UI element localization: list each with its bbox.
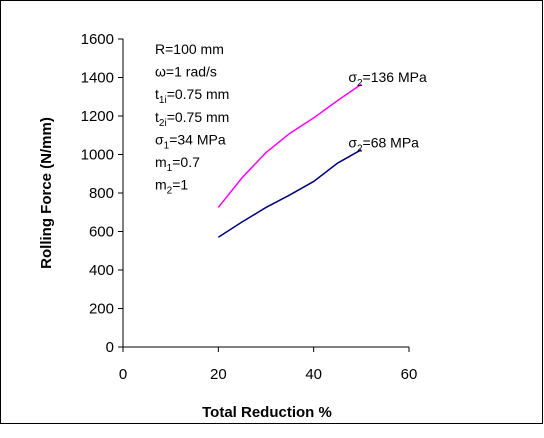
series-labels: σ2=136 MPa σ2=68 MPa bbox=[348, 69, 427, 154]
y-tick-label: 800 bbox=[89, 185, 114, 202]
series-line-1 bbox=[217, 83, 362, 208]
parameter-annotations: R=100 mm ω=1 rad/s t1i=0.75 mm t2i=0.75 mmσ… bbox=[155, 41, 229, 197]
y-tick-label: 1600 bbox=[81, 31, 114, 48]
x-tick-label: 20 bbox=[210, 366, 227, 383]
parameter-line: m2=1 bbox=[155, 177, 188, 197]
parameter-line: t2i=0.75 mm bbox=[155, 109, 229, 129]
series-label-1: σ2=136 MPa bbox=[348, 69, 427, 89]
parameter-line: ω=1 rad/s bbox=[155, 64, 217, 80]
chart-frame: 0 200 400 600 800 1000 1200 1400 1600 0 20 40 60 σ2… bbox=[0, 0, 543, 424]
x-tick-label: 40 bbox=[305, 366, 322, 383]
y-ticks: 0 200 400 600 800 1000 1200 1400 1600 bbox=[81, 31, 123, 356]
series-label-2: σ2=68 MPa bbox=[348, 135, 419, 155]
x-tick-label: 0 bbox=[119, 366, 127, 383]
parameter-line: m1=0.7 bbox=[155, 154, 200, 174]
y-tick-label: 400 bbox=[89, 262, 114, 279]
x-tick-label: 60 bbox=[401, 366, 418, 383]
parameter-line: σ1=34 MPa bbox=[155, 131, 226, 151]
x-axis-title: Total Reduction % bbox=[202, 404, 332, 421]
y-tick-label: 1400 bbox=[81, 70, 114, 87]
y-tick-label: 1000 bbox=[81, 147, 114, 164]
y-axis-title: Rolling Force (N/mm) bbox=[38, 117, 55, 269]
y-tick-label: 200 bbox=[89, 301, 114, 318]
y-tick-label: 0 bbox=[106, 339, 114, 356]
y-tick-label: 600 bbox=[89, 224, 114, 241]
parameter-line: t1i=0.75 mm bbox=[155, 86, 229, 106]
x-ticks: 0 20 40 60 bbox=[119, 347, 418, 383]
series-line-2 bbox=[217, 149, 362, 238]
parameter-line: R=100 mm bbox=[155, 41, 224, 57]
y-tick-label: 1200 bbox=[81, 108, 114, 125]
series-lines bbox=[217, 83, 362, 238]
